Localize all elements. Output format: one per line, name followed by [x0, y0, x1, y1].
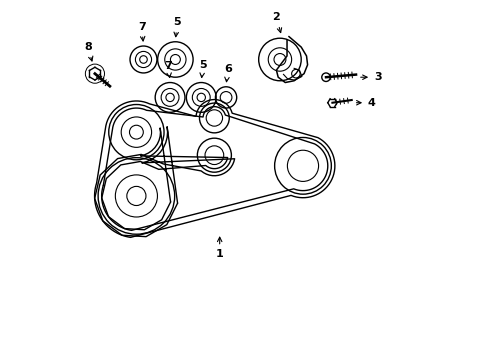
Text: 6: 6 [224, 64, 231, 82]
Text: 7: 7 [138, 22, 145, 41]
Text: 5: 5 [199, 60, 206, 77]
Text: 3: 3 [360, 72, 381, 82]
Text: 8: 8 [84, 42, 93, 61]
Text: 1: 1 [215, 237, 223, 260]
Text: 4: 4 [356, 98, 375, 108]
Text: 7: 7 [164, 60, 172, 77]
Text: 5: 5 [173, 17, 181, 37]
Text: 2: 2 [272, 12, 281, 32]
